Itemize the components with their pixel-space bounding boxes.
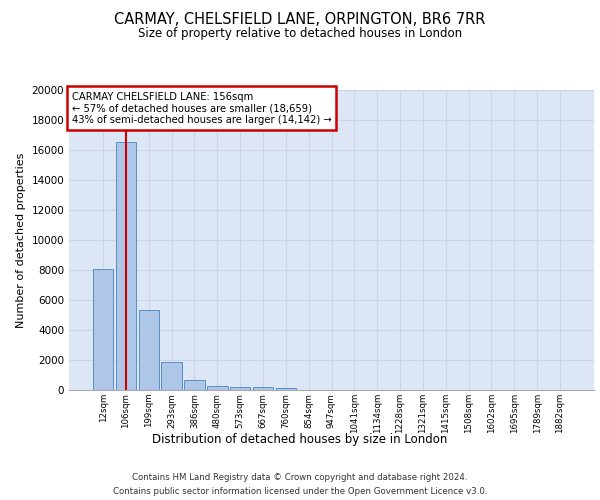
Bar xyxy=(207,386,227,390)
Bar xyxy=(253,388,273,390)
Text: Size of property relative to detached houses in London: Size of property relative to detached ho… xyxy=(138,28,462,40)
Text: Contains public sector information licensed under the Open Government Licence v3: Contains public sector information licen… xyxy=(113,488,487,496)
Text: Distribution of detached houses by size in London: Distribution of detached houses by size … xyxy=(152,432,448,446)
Text: CARMAY, CHELSFIELD LANE, ORPINGTON, BR6 7RR: CARMAY, CHELSFIELD LANE, ORPINGTON, BR6 … xyxy=(115,12,485,28)
Y-axis label: Number of detached properties: Number of detached properties xyxy=(16,152,26,328)
Bar xyxy=(116,142,136,390)
Bar xyxy=(184,380,205,390)
Text: CARMAY CHELSFIELD LANE: 156sqm
← 57% of detached houses are smaller (18,659)
43%: CARMAY CHELSFIELD LANE: 156sqm ← 57% of … xyxy=(71,92,331,124)
Bar xyxy=(275,388,296,390)
Bar xyxy=(93,269,113,390)
Bar xyxy=(230,387,250,390)
Bar xyxy=(161,362,182,390)
Text: Contains HM Land Registry data © Crown copyright and database right 2024.: Contains HM Land Registry data © Crown c… xyxy=(132,472,468,482)
Bar xyxy=(139,310,159,390)
